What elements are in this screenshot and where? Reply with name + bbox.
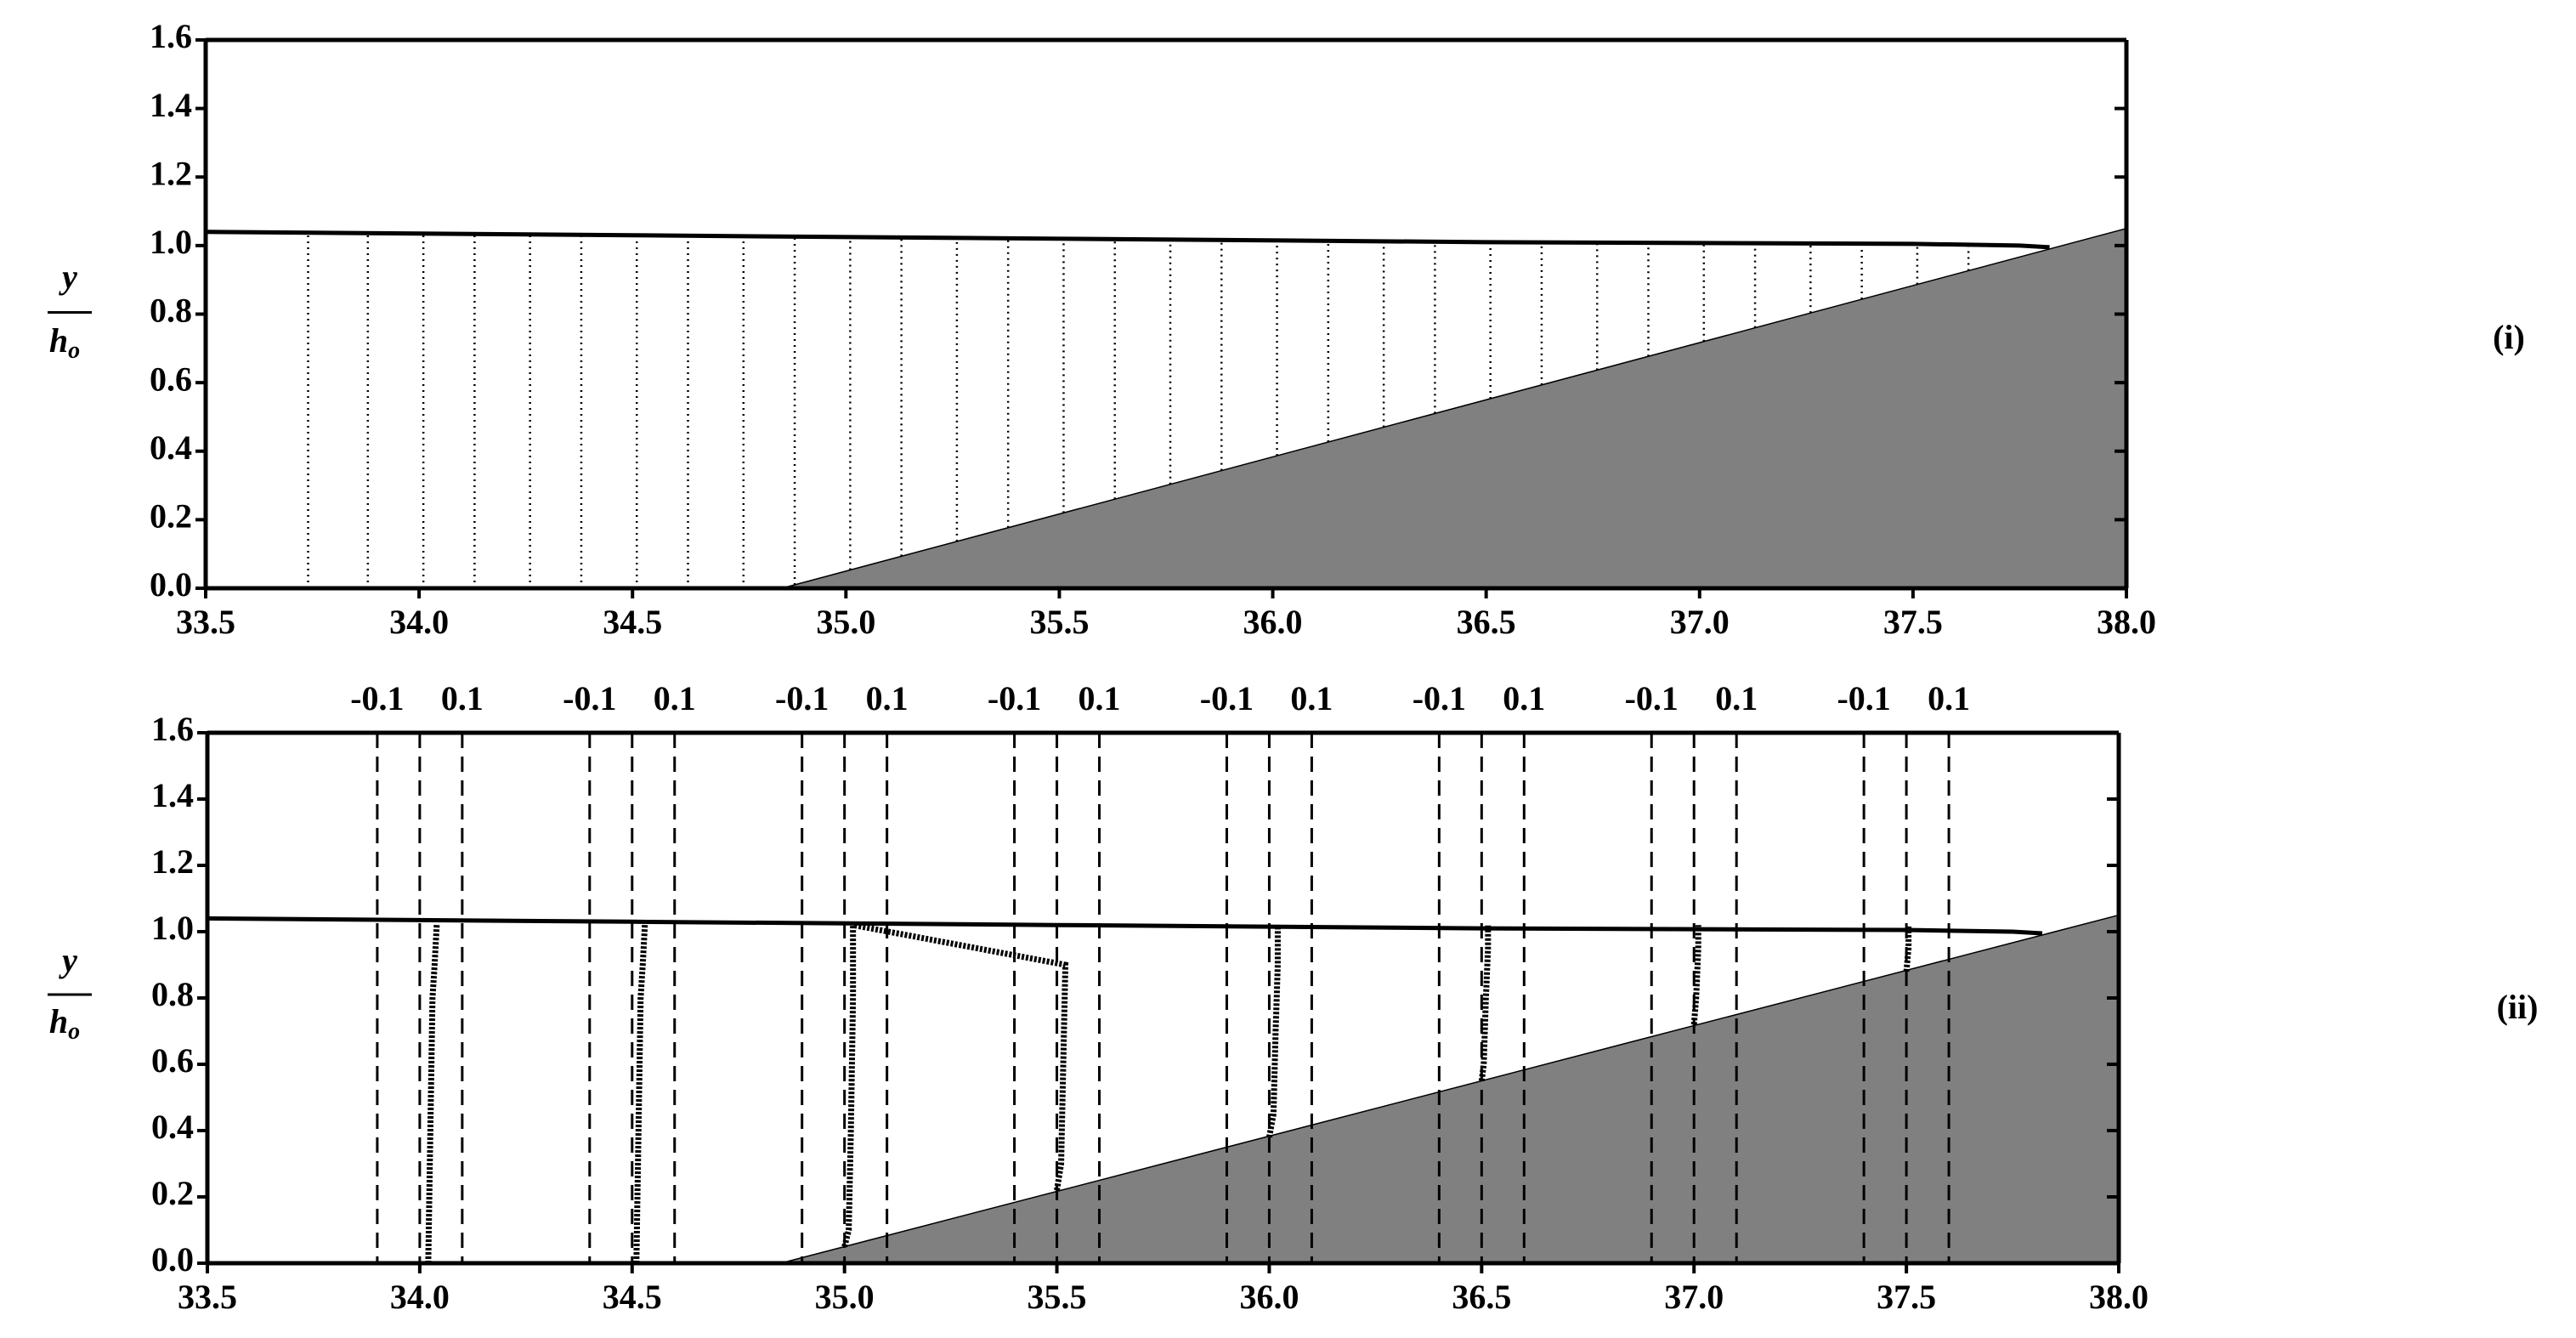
y-label-denominator: ho	[49, 1002, 80, 1045]
x-tick-label: 35.0	[815, 1278, 875, 1316]
offset-label: -0.1	[1837, 679, 1890, 717]
offset-label: 0.1	[1079, 679, 1121, 717]
x-tick-label: 38.0	[2089, 1278, 2149, 1316]
offset-label: -0.1	[563, 679, 616, 717]
offset-label: 0.1	[1290, 679, 1333, 717]
x-tick-label: 34.0	[389, 603, 449, 641]
y-tick-label: 0.4	[150, 428, 192, 467]
x-tick-label: 35.0	[816, 603, 875, 641]
y-tick-label: 0.2	[151, 1174, 194, 1212]
x-tick-label: 36.5	[1457, 603, 1516, 641]
x-tick-label: 34.5	[603, 1278, 662, 1316]
panel-label: (i)	[2493, 318, 2525, 356]
y-label-h: h	[49, 321, 68, 360]
x-tick-label: 34.0	[390, 1278, 450, 1316]
x-tick-label: 37.5	[1877, 1278, 1936, 1316]
velocity-profile	[1478, 925, 1492, 1081]
y-tick-label: 1.6	[151, 710, 194, 748]
x-tick-label: 36.5	[1452, 1278, 1511, 1316]
free-surface	[207, 916, 2043, 936]
x-tick-label: 37.0	[1664, 1278, 1724, 1316]
y-tick-label: 0.6	[150, 360, 192, 398]
y-tick-label: 1.0	[150, 223, 192, 261]
offset-label: -0.1	[988, 679, 1041, 717]
x-tick-label: 36.0	[1243, 603, 1303, 641]
y-label-h: h	[49, 1002, 68, 1040]
offset-label: 0.1	[441, 679, 484, 717]
y-tick-label: 0.0	[150, 565, 192, 604]
bed-slope	[780, 914, 2119, 1263]
x-tick-label: 37.5	[1883, 603, 1943, 641]
y-tick-label: 0.8	[151, 975, 194, 1013]
velocity-profile	[841, 925, 857, 1248]
velocity-profile	[852, 921, 1069, 1191]
y-tick-label: 1.2	[151, 842, 194, 881]
offset-label: 0.1	[1503, 679, 1545, 717]
bed-slope	[781, 227, 2126, 588]
y-tick-label: 0.6	[151, 1041, 194, 1080]
x-tick-label: 36.0	[1239, 1278, 1299, 1316]
x-tick-label: 37.0	[1670, 603, 1730, 641]
y-tick-label: 0.2	[150, 497, 192, 536]
y-tick-label: 1.4	[150, 86, 192, 124]
offset-label: 0.1	[654, 679, 696, 717]
offset-label: 0.1	[866, 679, 909, 717]
offset-label: 0.1	[1715, 679, 1758, 717]
velocity-profile	[425, 925, 440, 1264]
x-tick-label: 35.5	[1028, 1278, 1087, 1316]
y-label-subscript: o	[68, 1018, 80, 1045]
y-label-denominator: ho	[49, 321, 80, 364]
y-tick-label: 0.4	[151, 1108, 194, 1146]
y-label-subscript: o	[68, 337, 80, 364]
offset-label: -0.1	[1413, 679, 1466, 717]
y-tick-label: 1.4	[151, 776, 194, 814]
velocity-profile	[633, 925, 648, 1264]
y-tick-label: 0.0	[151, 1240, 194, 1278]
x-tick-label: 34.5	[603, 603, 662, 641]
x-tick-label: 38.0	[2097, 603, 2156, 641]
y-tick-label: 0.8	[150, 292, 192, 330]
panel-label: (ii)	[2497, 988, 2539, 1026]
offset-label: -0.1	[1200, 679, 1254, 717]
y-tick-label: 1.6	[150, 17, 192, 55]
y-label: y	[59, 941, 77, 979]
x-tick-label: 33.5	[178, 1278, 237, 1316]
offset-label: -0.1	[350, 679, 404, 717]
offset-label: -0.1	[775, 679, 829, 717]
offset-label: 0.1	[1928, 679, 1970, 717]
free-surface	[205, 230, 2050, 250]
velocity-profile	[1690, 925, 1701, 1025]
velocity-profile	[1265, 925, 1281, 1138]
x-tick-label: 33.5	[176, 603, 235, 641]
velocity-profile	[1903, 925, 1912, 972]
y-tick-label: 1.2	[150, 154, 192, 192]
y-label: y	[59, 258, 77, 296]
offset-label: -0.1	[1625, 679, 1679, 717]
x-tick-label: 35.5	[1029, 603, 1089, 641]
y-tick-label: 1.0	[151, 909, 194, 947]
